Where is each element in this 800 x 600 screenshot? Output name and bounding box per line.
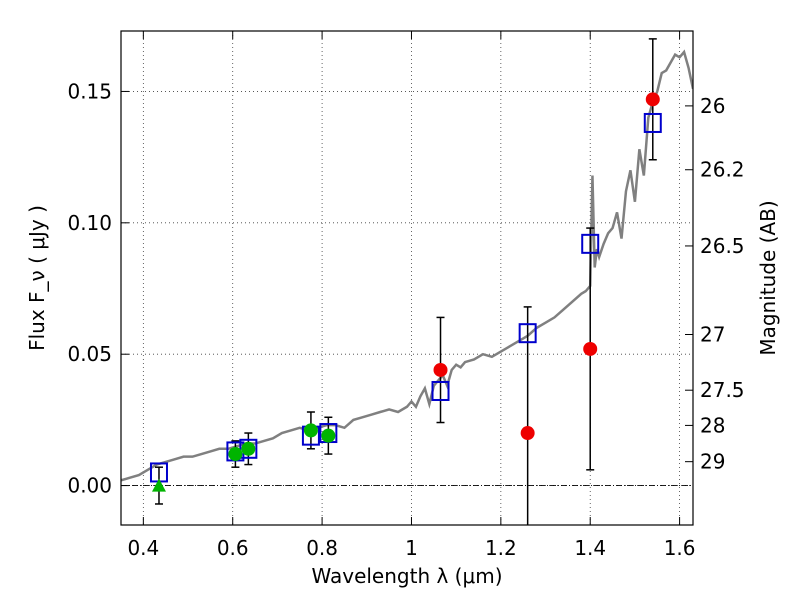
observed-points bbox=[151, 92, 660, 492]
right-tick-label-3: 27 bbox=[700, 322, 725, 346]
right-tick-label-0: 26 bbox=[700, 94, 725, 118]
y-axis-ticks: 0.00 0.05 0.10 0.15 bbox=[67, 79, 129, 498]
y-tick-label-3: 0.15 bbox=[67, 79, 112, 103]
ir-point-0 bbox=[433, 362, 448, 377]
upper-limit-triangle-0 bbox=[151, 478, 166, 492]
optical-point-1 bbox=[241, 441, 256, 456]
y-axis-label: Flux F_ν ( μJy ) bbox=[25, 205, 49, 351]
x-tick-label-4: 1.2 bbox=[485, 536, 517, 560]
ir-point-3 bbox=[645, 92, 660, 107]
optical-point-2 bbox=[303, 423, 318, 438]
x-axis-ticks: 0.4 0.6 0.8 1 1.2 1.4 1.6 bbox=[127, 31, 696, 560]
y-tick-label-0: 0.00 bbox=[67, 474, 112, 498]
right-tick-label-4: 27.5 bbox=[700, 378, 745, 402]
x-tick-label-2: 0.8 bbox=[306, 536, 338, 560]
plot-frame bbox=[120, 30, 694, 526]
right-tick-label-6: 29 bbox=[700, 450, 725, 474]
x-tick-label-1: 0.6 bbox=[217, 536, 249, 560]
x-tick-label-3: 1 bbox=[405, 536, 418, 560]
optical-point-3 bbox=[321, 428, 336, 443]
right-tick-label-5: 28 bbox=[700, 413, 725, 437]
right-tick-label-1: 26.2 bbox=[700, 158, 745, 182]
right-tick-label-2: 26.5 bbox=[700, 234, 745, 258]
ir-point-2 bbox=[583, 341, 598, 356]
model-photometry-square-5 bbox=[431, 380, 450, 401]
right-axis-ticks: 26 26.2 26.5 27 27.5 28 29 bbox=[685, 94, 745, 474]
y-tick-label-1: 0.05 bbox=[67, 342, 112, 366]
model-photometry-square-2 bbox=[239, 438, 258, 459]
x-tick-label-6: 1.6 bbox=[664, 536, 696, 560]
ir-point-1 bbox=[520, 426, 535, 441]
right-axis-label: Magnitude (AB) bbox=[756, 200, 780, 355]
x-tick-label-5: 1.4 bbox=[574, 536, 606, 560]
x-axis-label: Wavelength λ (μm) bbox=[311, 564, 502, 588]
model-photometry-square-7 bbox=[581, 233, 600, 254]
y-tick-label-2: 0.10 bbox=[67, 211, 112, 235]
x-tick-label-0: 0.4 bbox=[127, 536, 159, 560]
model-photometry-square-8 bbox=[643, 112, 662, 133]
optical-point-0 bbox=[228, 447, 243, 462]
model-photometry-square-6 bbox=[518, 323, 537, 344]
